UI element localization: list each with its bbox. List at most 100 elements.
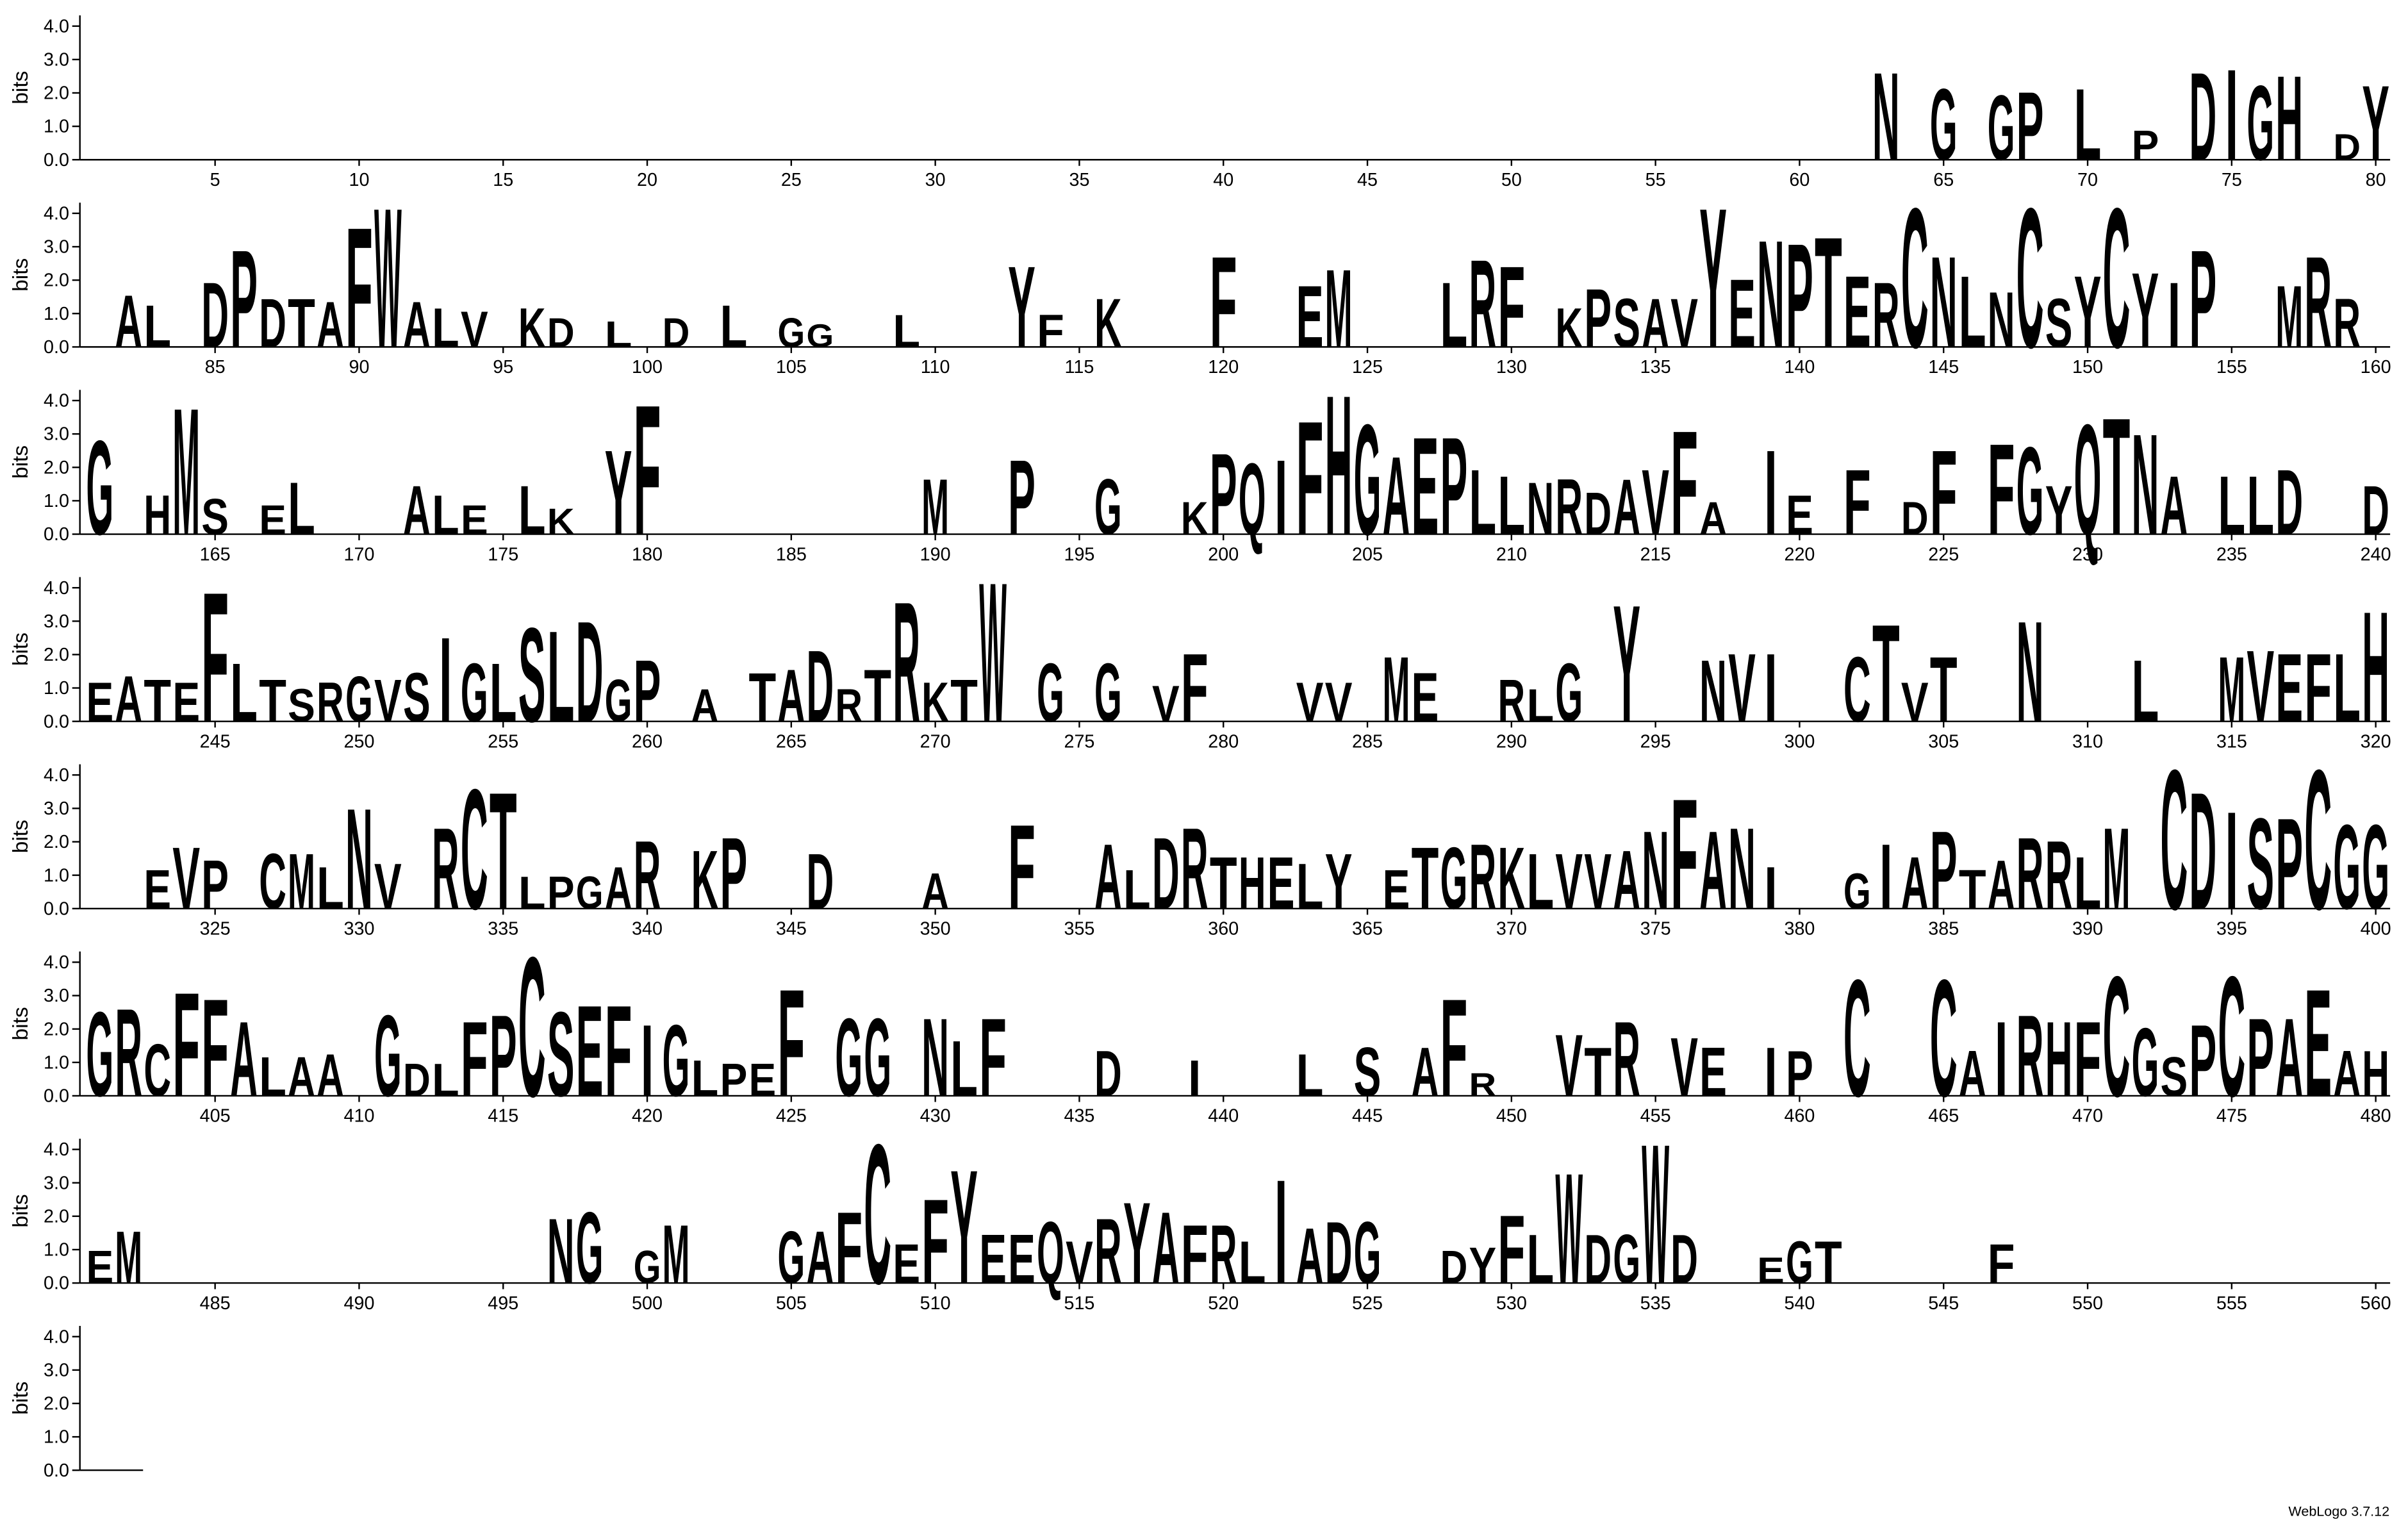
logo-letter: T bbox=[490, 758, 517, 945]
logo-letter: C bbox=[2016, 167, 2044, 390]
x-tick-label: 515 bbox=[1064, 1293, 1094, 1314]
x-tick-label: 315 bbox=[2216, 731, 2247, 752]
logo-letter: A bbox=[1988, 846, 2015, 924]
x-tick-label: 265 bbox=[776, 731, 807, 752]
logo-letter: G bbox=[1555, 646, 1583, 740]
y-tick-label: 1.0 bbox=[44, 304, 69, 324]
logo-letter: D bbox=[2189, 758, 2217, 945]
y-tick-label: 3.0 bbox=[44, 1360, 69, 1380]
logo-letter: G bbox=[1786, 1229, 1813, 1296]
logo-letter: K bbox=[691, 834, 719, 927]
logo-letter: N bbox=[345, 778, 373, 939]
y-tick-label: 3.0 bbox=[44, 49, 69, 70]
x-tick-label: 155 bbox=[2216, 357, 2247, 377]
y-tick-label: 3.0 bbox=[44, 798, 69, 819]
logo-letter: L bbox=[720, 292, 748, 360]
logo-letter: D bbox=[663, 310, 690, 356]
logo-letter: E bbox=[259, 497, 286, 543]
logo-letter: R bbox=[1872, 264, 1900, 367]
y-tick-label: 4.0 bbox=[44, 1327, 69, 1347]
x-tick-label: 135 bbox=[1640, 357, 1671, 377]
logo-letter: L bbox=[2247, 459, 2274, 552]
logo-letter: D bbox=[2333, 127, 2361, 168]
logo-letter: A bbox=[1613, 834, 1640, 927]
logo-letter: L bbox=[1123, 859, 1151, 921]
logo-letter: F bbox=[2074, 1000, 2102, 1119]
logo-letter: Y bbox=[1325, 837, 1353, 925]
logo-letter: F bbox=[835, 1192, 862, 1305]
logo-letter: L bbox=[2333, 634, 2361, 743]
logo-letter: G bbox=[806, 318, 834, 354]
logo-letter: N bbox=[1728, 804, 1756, 934]
x-tick-label: 435 bbox=[1064, 1106, 1094, 1127]
x-tick-label: 500 bbox=[632, 1293, 663, 1314]
logo-letter: P bbox=[1008, 438, 1035, 557]
logo-letter: M bbox=[1383, 638, 1410, 741]
logo-letter: H bbox=[1239, 843, 1266, 925]
logo-letter: G bbox=[461, 646, 488, 740]
logo-letter: E bbox=[749, 1054, 777, 1106]
logo-letter: P bbox=[720, 816, 748, 930]
logo-letter: G bbox=[86, 987, 113, 1121]
logo-letter: H bbox=[144, 484, 171, 546]
logo-letter: T bbox=[1815, 205, 1842, 381]
logo-letter: L bbox=[950, 1025, 978, 1113]
x-tick-label: 420 bbox=[632, 1106, 663, 1127]
logo-letter: N bbox=[2132, 404, 2159, 565]
x-tick-label: 255 bbox=[488, 731, 518, 752]
x-tick-label: 450 bbox=[1496, 1106, 1527, 1127]
logo-letter: S bbox=[2161, 1046, 2188, 1109]
logo-letter: F bbox=[461, 1000, 488, 1119]
x-tick-label: 95 bbox=[493, 357, 513, 377]
x-tick-label: 270 bbox=[920, 731, 951, 752]
x-tick-label: 120 bbox=[1208, 357, 1239, 377]
logo-letter: D bbox=[2189, 46, 2217, 186]
logo-letter: F bbox=[1930, 426, 1958, 561]
logo-letter: A bbox=[1699, 808, 1727, 932]
logo-letter: Y bbox=[1699, 167, 1727, 390]
logo-letter: E bbox=[893, 1234, 920, 1296]
logo-letter: L bbox=[691, 1050, 719, 1107]
y-tick-label: 4.0 bbox=[44, 1139, 69, 1160]
logo-letter: R bbox=[2333, 284, 2361, 362]
logo-letter: A bbox=[777, 655, 805, 737]
logo-letter: Y bbox=[2045, 471, 2073, 549]
logo-letter: C bbox=[2304, 729, 2332, 951]
x-tick-label: 460 bbox=[1784, 1106, 1815, 1127]
logo-letter: S bbox=[1354, 1032, 1381, 1111]
x-tick-label: 410 bbox=[343, 1106, 374, 1127]
logo-letter: D bbox=[547, 310, 575, 356]
logo-letter: G bbox=[605, 667, 632, 734]
logo-letter: T bbox=[1930, 638, 1958, 742]
logo-letter: K bbox=[921, 671, 949, 733]
x-tick-label: 170 bbox=[343, 544, 374, 565]
x-tick-label: 10 bbox=[349, 170, 369, 190]
x-tick-label: 455 bbox=[1640, 1106, 1671, 1127]
logo-letter: D bbox=[2275, 451, 2303, 554]
x-tick-label: 320 bbox=[2361, 731, 2391, 752]
y-axis-label: bits bbox=[9, 71, 33, 104]
logo-letter: F bbox=[1296, 388, 1324, 569]
y-axis-label: bits bbox=[9, 258, 33, 292]
logo-letter: D bbox=[403, 1054, 431, 1106]
y-tick-label: 2.0 bbox=[44, 832, 69, 852]
logo-letter: I bbox=[439, 613, 452, 748]
logo-letter: N bbox=[1930, 229, 1958, 375]
logo-letter: T bbox=[864, 655, 891, 738]
logo-letter: S bbox=[403, 658, 431, 736]
logo-letter: P bbox=[2275, 791, 2303, 936]
logo-letter: S bbox=[547, 987, 575, 1121]
logo-letter: C bbox=[461, 754, 488, 946]
x-tick-label: 225 bbox=[1928, 544, 1959, 565]
x-tick-label: 390 bbox=[2072, 919, 2103, 939]
x-tick-label: 250 bbox=[343, 731, 374, 752]
x-tick-label: 560 bbox=[2361, 1293, 2391, 1314]
logo-letter: P bbox=[1210, 429, 1237, 559]
logo-letter: V bbox=[1555, 837, 1583, 925]
x-tick-label: 490 bbox=[343, 1293, 374, 1314]
logo-letter: A bbox=[230, 1000, 258, 1119]
logo-letter: W bbox=[374, 167, 402, 390]
logo-letter: R bbox=[115, 982, 142, 1123]
logo-letter: Y bbox=[1123, 1178, 1151, 1308]
